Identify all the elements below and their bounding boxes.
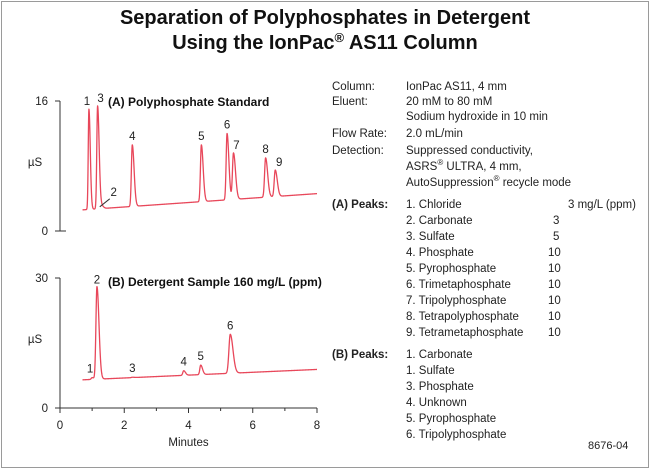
peak-name: 7. Tripolyphosphate <box>406 295 507 307</box>
condition-value: AutoSuppression® recycle mode <box>406 174 572 189</box>
condition-label: Flow Rate: <box>332 128 387 140</box>
peak-label: 5 <box>198 351 204 363</box>
panel-title: (B) Detergent Sample 160 mg/L (ppm) <box>108 275 322 289</box>
peak-label: 4 <box>129 131 136 143</box>
peak-name: 5. Pyrophosphate <box>406 263 497 275</box>
peak-label: 9 <box>276 157 282 169</box>
peak-name: 2. Carbonate <box>406 215 473 227</box>
peak-concentration: 5 <box>553 231 560 243</box>
peak-name: 9. Tetrametaphosphate <box>406 327 524 339</box>
peak-name: 5. Pyrophosphate <box>406 413 497 425</box>
peak-concentration: 3 <box>553 215 560 227</box>
peak-name: 1. Carbonate <box>406 349 473 361</box>
y-tick-label: 0 <box>42 403 48 415</box>
peaks-b-heading: (B) Peaks: <box>332 349 389 361</box>
x-tick-label: 6 <box>250 420 256 432</box>
title-line-2-post: AS11 Column <box>344 32 478 54</box>
peak-concentration: 10 <box>548 311 561 323</box>
title-line-1: Separation of Polyphosphates in Detergen… <box>119 7 531 29</box>
peak-name: 4. Unknown <box>406 397 467 409</box>
x-axis-label: Minutes <box>168 437 209 449</box>
peak-name: 3. Phosphate <box>406 381 474 393</box>
peak-name: 1. Sulfate <box>406 365 455 377</box>
registered-mark: ® <box>334 30 345 45</box>
peak-concentration: 10 <box>548 327 561 339</box>
condition-label: Eluent: <box>332 96 368 108</box>
condition-value: Suppressed conductivity, <box>406 145 533 157</box>
peak-label: 5 <box>198 131 204 143</box>
peak-label: 2 <box>94 275 100 287</box>
condition-label: Column: <box>332 81 375 93</box>
y-axis-label: µS <box>28 334 43 346</box>
panel-title: (A) Polyphosphate Standard <box>108 95 269 109</box>
chromatogram-trace <box>82 285 318 381</box>
peak-name: 1. Chloride <box>406 199 462 211</box>
figure-title: Separation of Polyphosphates in Detergen… <box>0 6 650 56</box>
condition-value: Sodium hydroxide in 10 min <box>406 111 548 123</box>
x-tick-label: 4 <box>185 420 192 432</box>
y-tick-label: 16 <box>35 96 48 108</box>
peak-label: 1 <box>87 364 93 376</box>
peaks-a-heading: (A) Peaks: <box>332 199 389 211</box>
condition-value: 20 mM to 80 mM <box>406 96 493 108</box>
peak-name: 6. Tripolyphosphate <box>406 429 507 441</box>
peak-name: 6. Trimetaphosphate <box>406 279 511 291</box>
peak-concentration: 10 <box>548 263 561 275</box>
x-tick-label: 8 <box>314 420 320 432</box>
y-axis-label: µS <box>28 157 43 169</box>
peak-label: 6 <box>224 120 230 132</box>
peak-label: 7 <box>233 140 239 152</box>
peak-concentration: 3 mg/L (ppm) <box>568 199 636 211</box>
condition-value: ASRS® ULTRA, 4 mm, <box>406 158 522 173</box>
title-line-2: Using the IonPac® AS11 Column <box>0 31 650 56</box>
peak-label: 4 <box>180 357 187 369</box>
peak-label: 3 <box>129 363 135 375</box>
title-line-2-pre: Using the IonPac <box>172 32 335 54</box>
condition-label: Detection: <box>332 145 384 157</box>
peak-concentration: 10 <box>548 247 561 259</box>
figure-id: 8676-04 <box>588 440 629 452</box>
peak-label: 6 <box>227 320 233 332</box>
peak-name: 8. Tetrapolyphosphate <box>406 311 519 323</box>
x-tick-label: 0 <box>57 420 63 432</box>
y-tick-label: 0 <box>42 226 48 238</box>
peak-label: 2 <box>111 187 117 199</box>
chromatogram-trace <box>82 105 318 211</box>
y-tick-label: 30 <box>35 273 48 285</box>
peak-concentration: 10 <box>548 295 561 307</box>
peak-label: 1 <box>84 96 90 108</box>
x-tick-label: 2 <box>121 420 127 432</box>
peak-name: 3. Sulfate <box>406 231 455 243</box>
peak-concentration: 10 <box>548 279 561 291</box>
condition-value: IonPac AS11, 4 mm <box>406 81 507 93</box>
peak-label: 8 <box>262 144 268 156</box>
peak-name: 4. Phosphate <box>406 247 474 259</box>
peak-2-pointer <box>99 198 111 208</box>
condition-value: 2.0 mL/min <box>406 128 463 140</box>
peak-label: 3 <box>97 93 103 105</box>
